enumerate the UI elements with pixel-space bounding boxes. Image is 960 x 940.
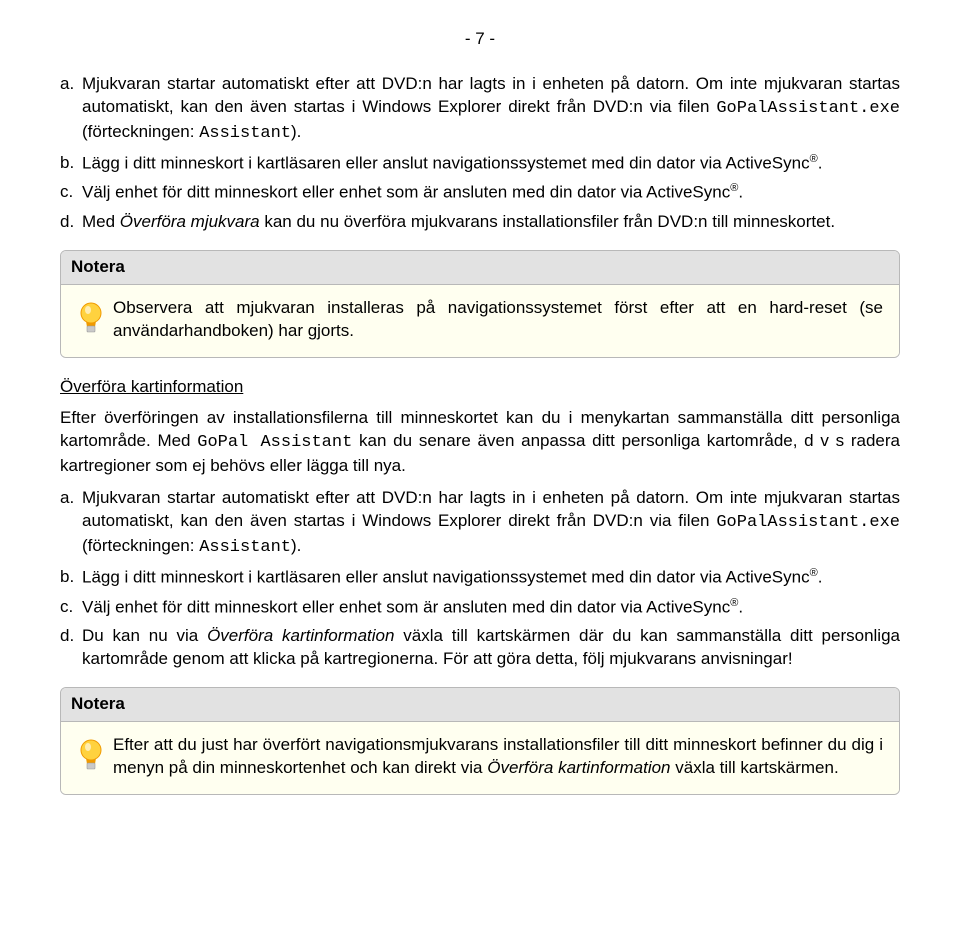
list-letter: d.	[60, 211, 82, 234]
code: GoPal Assistant	[197, 433, 352, 452]
list1-item-a: a. Mjukvaran startar automatiskt efter a…	[60, 73, 900, 146]
list-body: Välj enhet för ditt minneskort eller enh…	[82, 596, 900, 620]
list-letter: c.	[60, 181, 82, 205]
list2-item-b: b. Lägg i ditt minneskort i kartläsaren …	[60, 566, 900, 590]
list-body: Välj enhet för ditt minneskort eller enh…	[82, 181, 900, 205]
text: Lägg i ditt minneskort i kartläsaren ell…	[82, 153, 810, 172]
note-box: Notera Efter att du just har överfört na…	[60, 687, 900, 795]
italic-text: Överföra mjukvara	[120, 212, 260, 231]
note-body: Observera att mjukvaran installeras på n…	[61, 285, 899, 357]
list-letter: a.	[60, 487, 82, 560]
list2-item-a: a. Mjukvaran startar automatiskt efter a…	[60, 487, 900, 560]
list1-item-d: d. Med Överföra mjukvara kan du nu överf…	[60, 211, 900, 234]
section-heading: Överföra kartinformation	[60, 376, 900, 399]
page-number: - 7 -	[60, 28, 900, 51]
list-letter: d.	[60, 625, 82, 671]
code: GoPalAssistant.exe	[716, 99, 900, 118]
text: Med	[82, 212, 120, 231]
note-title: Notera	[61, 251, 899, 285]
list1-item-b: b. Lägg i ditt minneskort i kartläsaren …	[60, 152, 900, 176]
text: Lägg i ditt minneskort i kartläsaren ell…	[82, 568, 810, 587]
text: Välj enhet för ditt minneskort eller enh…	[82, 598, 730, 617]
text: (förteckningen:	[82, 536, 199, 555]
document-page: - 7 - a. Mjukvaran startar automatiskt e…	[0, 0, 960, 853]
note-text: Observera att mjukvaran installeras på n…	[113, 297, 883, 343]
list-letter: a.	[60, 73, 82, 146]
list2-item-d: d. Du kan nu via Överföra kartinformatio…	[60, 625, 900, 671]
text: ).	[291, 536, 301, 555]
italic-text: Överföra kartinformation	[207, 626, 394, 645]
text: .	[738, 598, 743, 617]
text: .	[738, 183, 743, 202]
lightbulb-icon	[77, 738, 113, 777]
italic-text: Överföra kartinformation	[487, 758, 670, 777]
text: kan du nu överföra mjukvarans installati…	[260, 212, 835, 231]
list-body: Lägg i ditt minneskort i kartläsaren ell…	[82, 152, 900, 176]
note-title: Notera	[61, 688, 899, 722]
list-body: Mjukvaran startar automatiskt efter att …	[82, 487, 900, 560]
text: (förteckningen:	[82, 122, 199, 141]
list-letter: b.	[60, 566, 82, 590]
code: Assistant	[199, 538, 291, 557]
list-letter: b.	[60, 152, 82, 176]
list2-item-c: c. Välj enhet för ditt minneskort eller …	[60, 596, 900, 620]
text: .	[818, 153, 823, 172]
list-body: Lägg i ditt minneskort i kartläsaren ell…	[82, 566, 900, 590]
list-body: Med Överföra mjukvara kan du nu överföra…	[82, 211, 900, 234]
text: Välj enhet för ditt minneskort eller enh…	[82, 183, 730, 202]
code: GoPalAssistant.exe	[716, 513, 900, 532]
text: Du kan nu via	[82, 626, 207, 645]
registered-mark: ®	[810, 153, 818, 165]
note-text: Efter att du just har överfört navigatio…	[113, 734, 883, 780]
note-box: Notera Observera att mjukvaran installer…	[60, 250, 900, 358]
list-body: Mjukvaran startar automatiskt efter att …	[82, 73, 900, 146]
list-body: Du kan nu via Överföra kartinformation v…	[82, 625, 900, 671]
code: Assistant	[199, 124, 291, 143]
text: växla till kartskärmen.	[671, 758, 839, 777]
lightbulb-icon	[77, 301, 113, 340]
list-letter: c.	[60, 596, 82, 620]
registered-mark: ®	[810, 567, 818, 579]
note-body: Efter att du just har överfört navigatio…	[61, 722, 899, 794]
text: .	[818, 568, 823, 587]
text: ).	[291, 122, 301, 141]
intro-paragraph: Efter överföringen av installationsfiler…	[60, 407, 900, 478]
list1-item-c: c. Välj enhet för ditt minneskort eller …	[60, 181, 900, 205]
